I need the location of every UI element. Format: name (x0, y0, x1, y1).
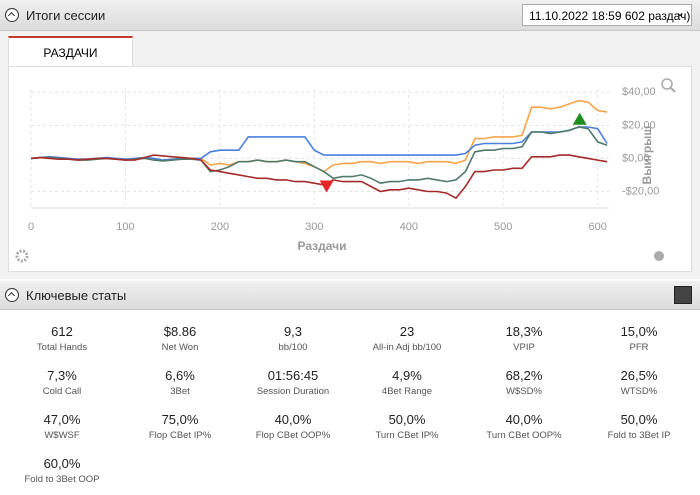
y-tick-label: $40,00 (622, 86, 656, 98)
layout-button[interactable] (674, 286, 692, 304)
stat-value: 7,3% (47, 368, 77, 383)
stat: 612 Total Hands (4, 324, 120, 353)
stat-label: Net Won (161, 342, 199, 353)
extreme-marker (319, 180, 334, 193)
header-bar: Итоги сессии 11.10.2022 18:59 602 раздач… (0, 0, 700, 31)
stat: 75,0% Flop CBet IP% (122, 412, 238, 441)
chart: 0 100 200 300 400 500 600 $40,00 $20,00 $0,00 -$20… (15, 78, 676, 263)
stat: 15,0% PFR (581, 324, 697, 353)
stat: 60,0% Fold to 3Bet OOP (4, 456, 120, 485)
stat-value: 26,5% (620, 368, 658, 383)
stat: 9,3 bb/100 (235, 324, 351, 353)
collapse-button[interactable] (5, 288, 19, 302)
stat: $8.86 Net Won (122, 324, 238, 353)
stat-value: 40,0% (505, 412, 543, 427)
stat-label: Turn CBet IP% (375, 430, 439, 441)
stat-label: W$WSF (44, 430, 80, 441)
stat-label: PFR (629, 342, 649, 353)
stat-label: Cold Call (42, 386, 82, 397)
stat: 4,9% 4Bet Range (349, 368, 465, 397)
line-series (30, 126, 608, 161)
x-tick-label: 400 (400, 221, 418, 233)
stat-value: 18,3% (505, 324, 543, 339)
stat-label: Fold to 3Bet IP (607, 430, 671, 441)
stat: 50,0% Turn CBet IP% (349, 412, 465, 441)
x-tick-label: 500 (494, 221, 512, 233)
stat: 7,3% Cold Call (4, 368, 120, 397)
stat-value: $8.86 (163, 324, 197, 339)
x-tick-label: 600 (588, 221, 606, 233)
line-series (30, 99, 608, 173)
extreme-marker (572, 112, 587, 125)
tab[interactable]: РАЗДАЧИ (8, 36, 133, 66)
stat: 01:56:45 Session Duration (235, 368, 351, 397)
x-tick-label: 100 (116, 221, 134, 233)
stat-label: VPIP (513, 342, 535, 353)
stats-title: Ключевые статы (26, 288, 127, 303)
stat-value: 4,9% (392, 368, 422, 383)
stat-value: 40,0% (274, 412, 312, 427)
stat: 47,0% W$WSF (4, 412, 120, 441)
stat: 50,0% Fold to 3Bet IP (581, 412, 697, 441)
y-tick-label: -$20,00 (622, 185, 659, 197)
stats-bar: Ключевые статы (0, 281, 700, 310)
info-icon[interactable] (654, 251, 664, 261)
stat-label: WTSD% (620, 386, 658, 397)
stat-label: Total Hands (36, 342, 88, 353)
stat-value: 50,0% (620, 412, 658, 427)
stat-value: 60,0% (43, 456, 81, 471)
stat-value: 612 (51, 324, 73, 339)
stat: 26,5% WTSD% (581, 368, 697, 397)
collapse-button[interactable] (5, 8, 19, 22)
stat-value: 9,3 (283, 324, 303, 339)
stat-value: 6,6% (165, 368, 195, 383)
stat-value: 23 (399, 324, 415, 339)
stat-value: 01:56:45 (267, 368, 319, 383)
stat-label: Flop CBet IP% (148, 430, 212, 441)
stat-label: All-in Adj bb/100 (372, 342, 442, 353)
zoom-icon-handle (670, 87, 676, 93)
x-tick-label: 0 (28, 221, 34, 233)
settings-icon[interactable] (15, 249, 29, 263)
stat-label: Turn CBet OOP% (486, 430, 562, 441)
stat: 40,0% Turn CBet OOP% (466, 412, 582, 441)
stat: 23 All-in Adj bb/100 (349, 324, 465, 353)
y-axis-label: Выигрыш (640, 126, 654, 185)
stat: 6,6% 3Bet (122, 368, 238, 397)
x-tick-label: 200 (211, 221, 229, 233)
y-tick-label: $20,00 (622, 119, 656, 131)
stat-value: 75,0% (161, 412, 199, 427)
stat-value: 47,0% (43, 412, 81, 427)
stat: 18,3% VPIP (466, 324, 582, 353)
stat-label: Fold to 3Bet OOP (24, 474, 100, 485)
line-series (30, 154, 608, 200)
stat-value: 68,2% (505, 368, 543, 383)
x-axis-label: Раздачи (298, 239, 347, 253)
stat-label: Session Duration (256, 386, 330, 397)
stat-label: 3Bet (170, 386, 190, 397)
stat-label: Flop CBet OOP% (255, 430, 331, 441)
stat-label: W$SD% (506, 386, 542, 397)
header-title: Итоги сессии (26, 8, 106, 23)
stat-value: 50,0% (388, 412, 426, 427)
stat-label: 4Bet Range (381, 386, 433, 397)
stat-value: 15,0% (620, 324, 658, 339)
stat: 40,0% Flop CBet OOP% (235, 412, 351, 441)
zoom-icon[interactable] (661, 78, 673, 90)
stat: 68,2% W$SD% (466, 368, 582, 397)
x-tick-label: 300 (305, 221, 323, 233)
stat-label: bb/100 (278, 342, 308, 353)
session-select[interactable]: 11.10.2022 18:59 602 раздач) (522, 1, 692, 26)
y-tick-label: $0,00 (622, 152, 650, 164)
